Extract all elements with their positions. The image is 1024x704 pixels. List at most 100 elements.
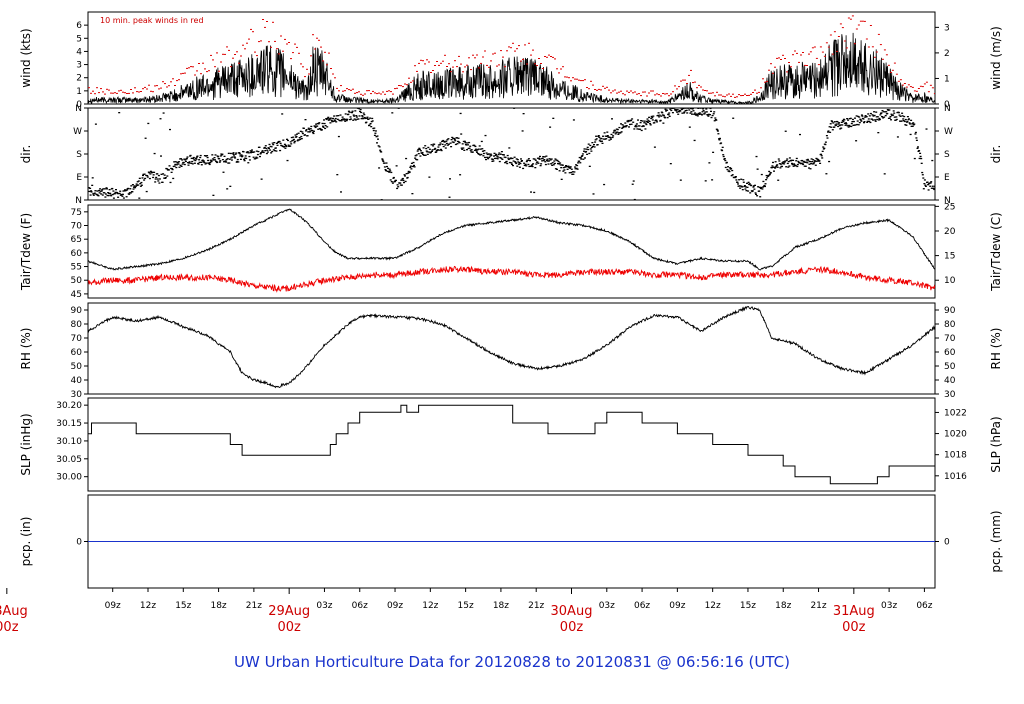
- peak-wind-point: [522, 58, 524, 60]
- direction-point: [104, 196, 107, 198]
- direction-point: [453, 139, 456, 141]
- direction-point: [805, 161, 808, 163]
- direction-point: [218, 161, 221, 163]
- direction-point: [98, 189, 101, 192]
- direction-point: [644, 128, 647, 130]
- direction-point: [924, 184, 927, 186]
- direction-point: [385, 162, 388, 164]
- direction-point: [355, 116, 358, 118]
- direction-point: [612, 135, 615, 137]
- direction-point: [784, 130, 787, 132]
- direction-point: [840, 127, 843, 129]
- peak-wind-point: [817, 64, 820, 66]
- direction-point: [686, 112, 689, 114]
- peak-wind-point: [308, 73, 310, 75]
- direction-point: [396, 187, 399, 190]
- direction-point: [920, 162, 923, 164]
- direction-point: [464, 142, 467, 144]
- series-temp-1: [88, 265, 935, 293]
- peak-wind-point: [488, 66, 490, 68]
- direction-point: [233, 156, 236, 158]
- direction-point: [865, 116, 868, 118]
- peak-wind-point: [148, 84, 150, 86]
- direction-point: [243, 160, 246, 162]
- direction-point: [809, 168, 812, 170]
- direction-point: [270, 152, 273, 154]
- peak-wind-point: [794, 50, 796, 52]
- direction-point: [92, 194, 95, 196]
- direction-point: [930, 181, 933, 183]
- direction-point: [309, 128, 312, 130]
- direction-point: [799, 133, 801, 136]
- direction-point: [704, 180, 707, 182]
- direction-point: [153, 152, 156, 155]
- series-group-wind: [88, 15, 935, 104]
- peak-wind-point: [780, 59, 782, 60]
- peak-wind-point: [198, 63, 200, 64]
- direction-point: [640, 129, 643, 132]
- direction-point: [743, 185, 746, 187]
- direction-point: [610, 138, 612, 140]
- direction-point: [552, 117, 555, 119]
- direction-point: [714, 117, 717, 119]
- peak-wind-point: [554, 58, 556, 60]
- peak-wind-point: [843, 40, 846, 42]
- peak-wind-point: [140, 91, 142, 92]
- left-tick-label: W: [73, 127, 82, 137]
- peak-wind-point: [258, 41, 260, 43]
- direction-point: [792, 165, 795, 167]
- peak-wind-point: [875, 51, 878, 53]
- left-tick-label: 75: [71, 208, 82, 218]
- peak-wind-point: [316, 37, 318, 39]
- direction-point: [369, 117, 372, 119]
- direction-point: [132, 188, 135, 190]
- direction-point: [414, 157, 417, 159]
- direction-point: [481, 150, 484, 152]
- direction-point: [138, 197, 141, 199]
- direction-point: [929, 182, 932, 184]
- peak-wind-point: [248, 38, 250, 40]
- direction-point: [518, 162, 521, 164]
- peak-wind-point: [931, 87, 934, 89]
- direction-point: [476, 151, 478, 153]
- direction-point: [777, 179, 780, 181]
- direction-point: [651, 119, 654, 121]
- direction-point: [187, 162, 189, 164]
- direction-point: [764, 185, 766, 188]
- direction-point: [643, 122, 646, 124]
- direction-point: [877, 132, 880, 134]
- direction-point: [186, 156, 189, 158]
- direction-point: [616, 128, 619, 131]
- direction-point: [724, 166, 727, 169]
- direction-point: [444, 147, 447, 149]
- direction-point: [562, 167, 565, 169]
- direction-point: [554, 158, 557, 160]
- peak-wind-point: [813, 46, 816, 48]
- direction-point: [362, 118, 365, 120]
- direction-point: [844, 124, 847, 126]
- direction-point: [863, 121, 866, 123]
- left-tick-label: 70: [71, 334, 83, 344]
- direction-point: [488, 153, 491, 155]
- direction-point: [818, 160, 821, 162]
- direction-point: [220, 153, 223, 155]
- direction-point: [767, 175, 770, 177]
- direction-point: [646, 120, 648, 122]
- direction-point: [647, 120, 650, 122]
- direction-point: [831, 129, 834, 131]
- direction-point: [538, 157, 540, 159]
- right-tick-label: 0: [944, 100, 950, 110]
- peak-wind-point: [424, 63, 426, 65]
- direction-point: [793, 163, 796, 165]
- direction-point: [784, 160, 787, 162]
- direction-point: [741, 189, 744, 191]
- direction-point: [647, 121, 649, 124]
- peak-wind-point: [526, 63, 528, 65]
- direction-point: [549, 159, 552, 161]
- direction-point: [211, 154, 214, 156]
- direction-point: [918, 157, 921, 160]
- direction-point: [635, 123, 638, 125]
- direction-point: [447, 138, 450, 140]
- peak-wind-point: [470, 69, 472, 71]
